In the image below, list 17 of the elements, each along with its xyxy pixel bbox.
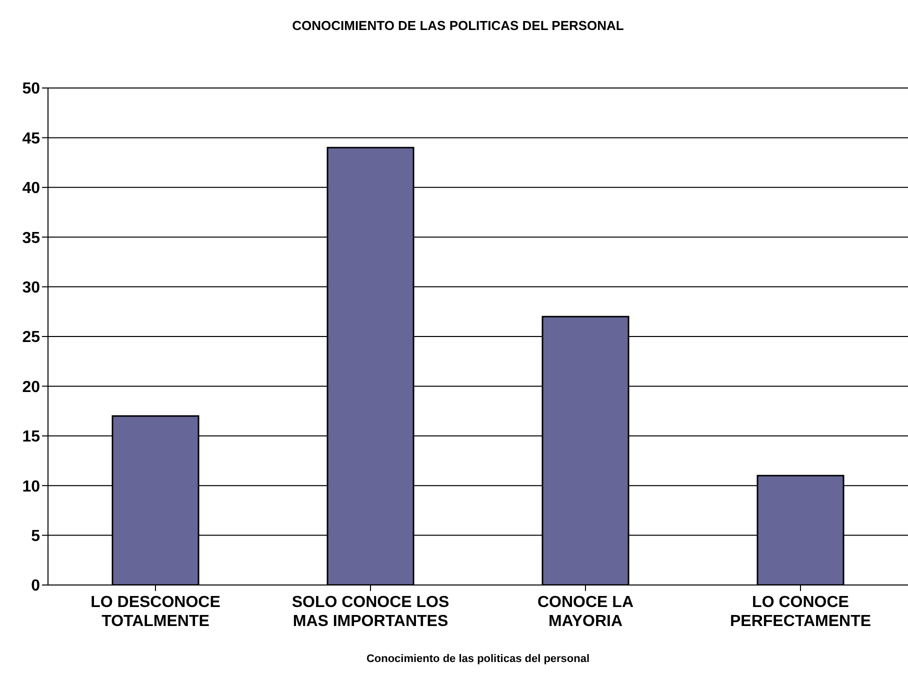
y-tick-label: 35 [22, 230, 40, 247]
x-tick-label: LO DESCONOCE TOTALMENTE [90, 594, 221, 630]
x-tick-label: SOLO CONOCE LOS MAS IMPORTANTES [292, 594, 450, 630]
x-tick-label: CONOCE LA MAYORIA [538, 594, 634, 630]
y-tick-label: 15 [22, 428, 40, 446]
x-tick-label: LO CONOCE PERFECTAMENTE [730, 594, 872, 630]
y-tick-label: 25 [22, 329, 40, 346]
x-axis-title: Conocimiento de las politicas del personal [366, 653, 590, 665]
y-tick-label: 30 [22, 279, 40, 296]
y-tick-label: 45 [22, 130, 40, 148]
y-tick-label: 20 [22, 378, 40, 396]
y-tick-label: 40 [22, 180, 40, 198]
chart-title: CONOCIMIENTO DE LAS POLITICAS DEL PERSONAL [291, 18, 625, 33]
y-tick-label: 0 [31, 578, 40, 595]
y-tick-label: 50 [22, 80, 40, 98]
y-tick-label: 10 [22, 478, 40, 496]
y-tick-label: 5 [31, 528, 40, 545]
